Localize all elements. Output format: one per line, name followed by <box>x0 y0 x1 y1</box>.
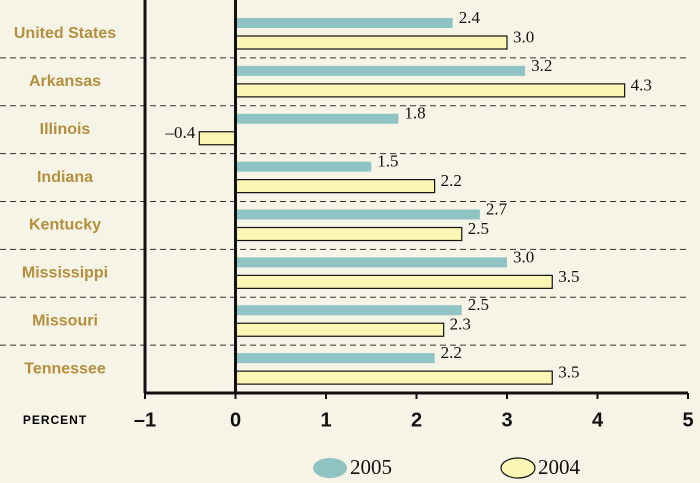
value-label: 2.2 <box>441 343 462 362</box>
category-label: Illinois <box>40 121 91 138</box>
x-tick-label: 1 <box>320 409 331 431</box>
bar <box>235 305 462 316</box>
value-label: 3.2 <box>531 56 552 75</box>
legend-swatch <box>500 457 536 479</box>
value-label: 2.7 <box>486 199 508 218</box>
bar <box>234 370 553 385</box>
bar <box>235 353 435 364</box>
x-tick-label: –1 <box>134 409 156 431</box>
category-label: Mississippi <box>22 265 108 282</box>
bar <box>234 83 626 98</box>
x-axis-label: PERCENT <box>23 413 87 427</box>
x-tick-label: 2 <box>411 409 422 431</box>
bar <box>235 209 480 220</box>
bar <box>235 161 372 172</box>
bar <box>234 35 508 50</box>
category-label: Missouri <box>32 312 98 329</box>
bar <box>235 18 453 28</box>
category-label: Kentucky <box>29 217 101 234</box>
bar <box>235 65 526 76</box>
bar <box>234 226 463 242</box>
value-label: 2.2 <box>441 171 462 190</box>
category-label: Indiana <box>37 169 93 186</box>
value-label: 3.0 <box>513 27 534 46</box>
value-label: –0.4 <box>165 123 196 142</box>
bar <box>235 257 507 268</box>
value-label: 3.0 <box>513 247 534 266</box>
value-label: 4.3 <box>631 75 652 94</box>
value-label: 2.5 <box>468 295 489 314</box>
x-tick-label: 4 <box>592 409 604 431</box>
bar <box>235 113 399 124</box>
category-label: United States <box>14 25 116 42</box>
value-label: 3.5 <box>558 363 579 382</box>
value-label: 2.4 <box>459 8 481 27</box>
value-label: 2.3 <box>450 315 471 334</box>
bar <box>234 274 553 289</box>
value-label: 3.5 <box>558 267 579 286</box>
bar <box>198 131 237 146</box>
value-label: 1.5 <box>377 152 398 171</box>
category-label: Tennessee <box>24 360 106 377</box>
legend-label: 2004 <box>538 455 581 479</box>
x-tick-label: 0 <box>230 409 241 431</box>
legend-label: 2005 <box>350 455 392 479</box>
x-tick-label: 5 <box>682 409 693 431</box>
category-label: Arkansas <box>29 73 101 90</box>
bar <box>234 322 445 337</box>
value-label: 1.8 <box>404 104 425 123</box>
value-label: 2.5 <box>468 219 489 238</box>
legend-swatch <box>313 458 347 478</box>
bar <box>234 179 436 194</box>
x-tick-label: 3 <box>501 409 512 431</box>
